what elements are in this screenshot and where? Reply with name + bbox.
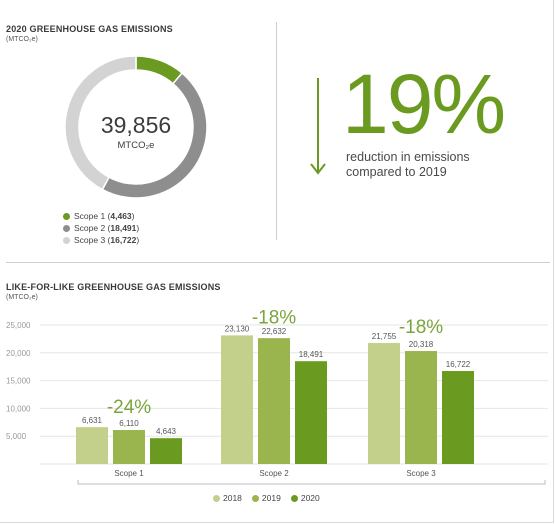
bar-value-label: 6,110 <box>119 419 139 428</box>
scope-3-swatch <box>63 236 70 244</box>
bar-scope-1-2019 <box>113 430 145 464</box>
donut-chart: 39,856 MTCO₂e <box>64 55 208 199</box>
donut-slice-scope-3 <box>64 55 137 191</box>
donut-title: 2020 GREENHOUSE GAS EMISSIONS <box>6 24 173 34</box>
bar-scope-3-2020 <box>442 371 474 464</box>
y-tick-label: 20,000 <box>6 349 31 358</box>
bar-chart-unit: (MTCO₂e) <box>6 294 38 301</box>
bar-scope-2-2018 <box>221 335 253 464</box>
bar-value-label: 21,755 <box>372 332 397 341</box>
y-tick-label: 5,000 <box>6 432 27 441</box>
bar-value-label: 16,722 <box>446 360 471 369</box>
percent-change-label: -18% <box>252 307 296 328</box>
bar-scope-1-2018 <box>76 427 108 464</box>
legend-scope-3: Scope 3 (16,722) <box>63 235 139 245</box>
x-category-label: Scope 1 <box>114 469 144 478</box>
y-tick-label: 15,000 <box>6 377 31 386</box>
percent-change-label: -24% <box>107 397 151 418</box>
legend-2018: 2018 <box>213 493 242 503</box>
scope-2-swatch <box>63 224 70 232</box>
category-bracket <box>77 480 546 485</box>
bar-value-label: 23,130 <box>225 324 250 333</box>
x-category-label: Scope 3 <box>406 469 436 478</box>
legend-2020: 2020 <box>290 493 320 503</box>
bar-value-label: 22,632 <box>262 327 287 336</box>
bar-scope-2-2020 <box>295 361 327 464</box>
bar-scope-3-2018 <box>368 343 400 464</box>
donut-total-unit: MTCO₂e <box>118 140 155 151</box>
x-category-label: Scope 2 <box>259 469 289 478</box>
bar-scope-2-2019 <box>258 338 290 464</box>
bar-value-label: 18,491 <box>299 350 324 359</box>
horizontal-divider <box>6 262 550 263</box>
bar-value-label: 6,631 <box>82 416 103 425</box>
donut-slice-scope-1 <box>135 55 184 85</box>
scope-1-swatch <box>63 212 70 220</box>
y-tick-label: 25,000 <box>6 321 31 330</box>
bar-scope-1-2020 <box>150 438 182 464</box>
bar-scope-3-2019 <box>405 351 437 464</box>
bar-value-label: 4,643 <box>156 427 177 436</box>
percent-change-label: -18% <box>399 317 443 338</box>
bar-legend: 2018 2019 2020 <box>213 493 320 503</box>
legend-2019: 2019 <box>251 493 281 503</box>
vertical-divider <box>276 22 277 240</box>
donut-total: 39,856 <box>101 112 171 138</box>
legend-scope-1: Scope 1 (4,463) <box>63 211 135 221</box>
y-tick-label: 10,000 <box>6 404 31 413</box>
reduction-caption: reduction in emissions compared to 2019 <box>346 150 470 179</box>
reduction-percentage: 19% <box>342 57 506 151</box>
legend-scope-2: Scope 2 (18,491) <box>63 223 139 233</box>
bar-chart-title: LIKE-FOR-LIKE GREENHOUSE GAS EMISSIONS <box>6 282 221 292</box>
bar-chart: 5,000 10,000 15,000 20,000 25,000 6,631 6,110 4… <box>6 307 548 485</box>
donut-unit: (MTCO₂e) <box>6 36 38 43</box>
down-arrow-icon <box>310 78 326 175</box>
bar-value-label: 20,318 <box>409 340 434 349</box>
